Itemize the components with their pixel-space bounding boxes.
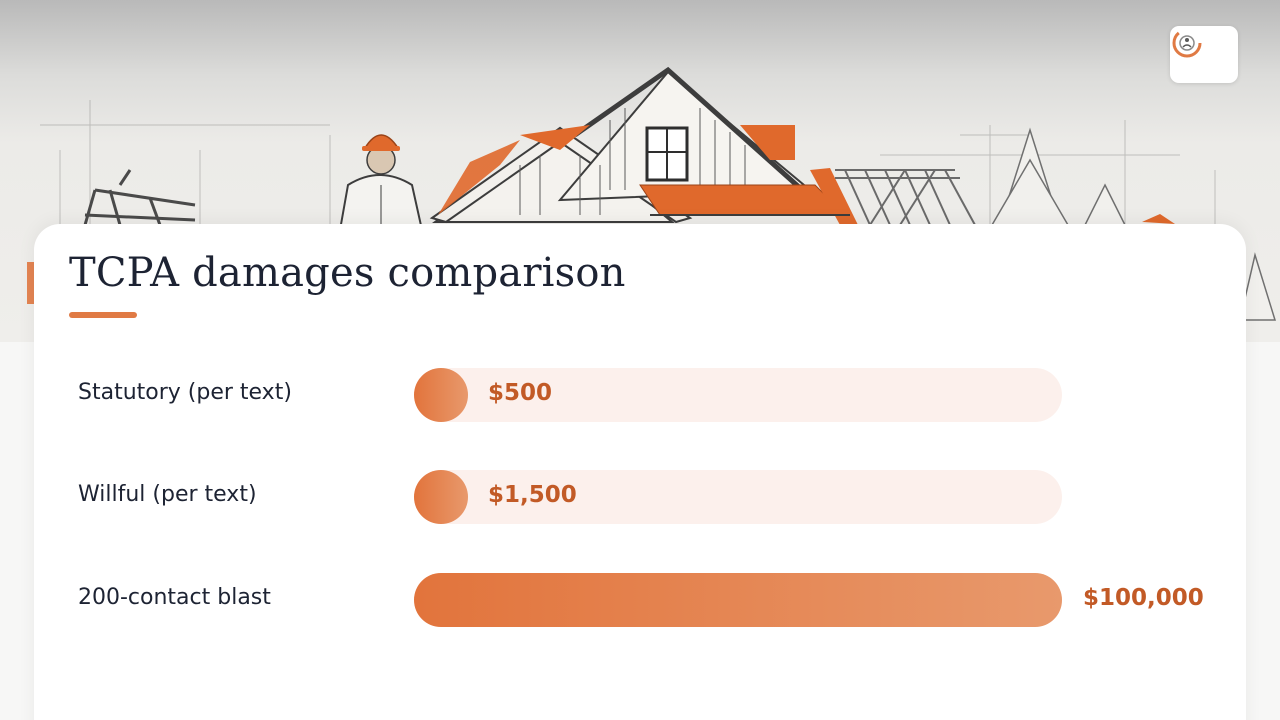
category-label: 200-contact blast xyxy=(78,585,271,610)
house-sketch-illustration xyxy=(27,66,1277,321)
data-label: $100,000 xyxy=(1083,585,1204,611)
data-label: $500 xyxy=(488,380,553,406)
bar-track xyxy=(414,470,1062,524)
category-label: Statutory (per text) xyxy=(78,380,292,405)
worker-figure xyxy=(338,134,424,231)
category-label: Willful (per text) xyxy=(78,482,257,507)
logo-badge[interactable] xyxy=(1170,26,1238,83)
bar-track xyxy=(414,368,1062,422)
chart-card: TCPA damages comparison Statutory (per t… xyxy=(34,224,1246,720)
bar xyxy=(414,470,468,524)
bar xyxy=(414,573,1062,627)
bar xyxy=(414,368,468,422)
title-accent-bar xyxy=(69,312,137,318)
chart-title: TCPA damages comparison xyxy=(69,250,626,296)
brand-logo-icon xyxy=(1172,28,1202,58)
data-label: $1,500 xyxy=(488,482,577,508)
